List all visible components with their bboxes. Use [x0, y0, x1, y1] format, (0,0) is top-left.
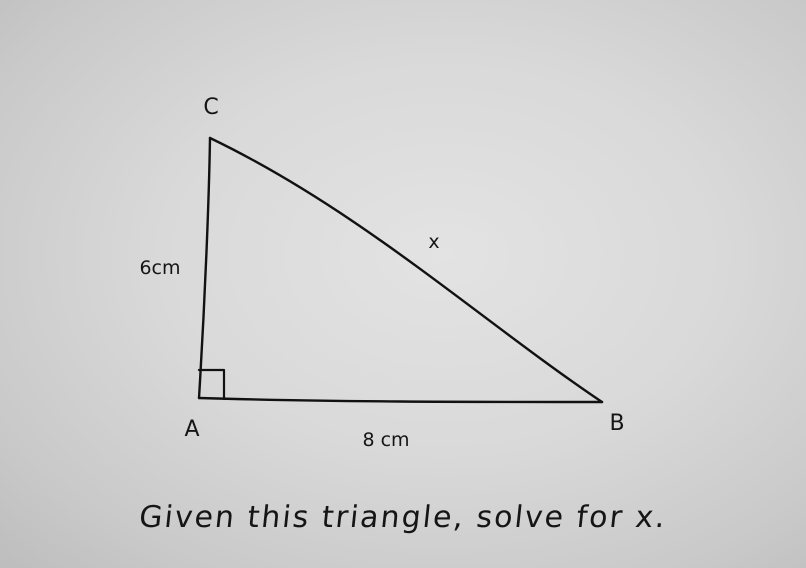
side-bc-line — [208, 136, 604, 404]
vertex-label-b: B — [609, 411, 624, 436]
side-label-ac: 6cm — [139, 257, 180, 279]
side-ab-line — [197, 396, 604, 404]
problem-caption: Given this triangle, solve for x. — [137, 500, 669, 535]
side-label-bc: x — [428, 231, 439, 253]
side-label-ab: 8 cm — [362, 429, 409, 451]
vertex-label-c: C — [203, 95, 218, 120]
vertex-label-a: A — [184, 417, 199, 442]
side-ac-line — [197, 136, 212, 400]
right-angle-marker — [197, 368, 226, 401]
